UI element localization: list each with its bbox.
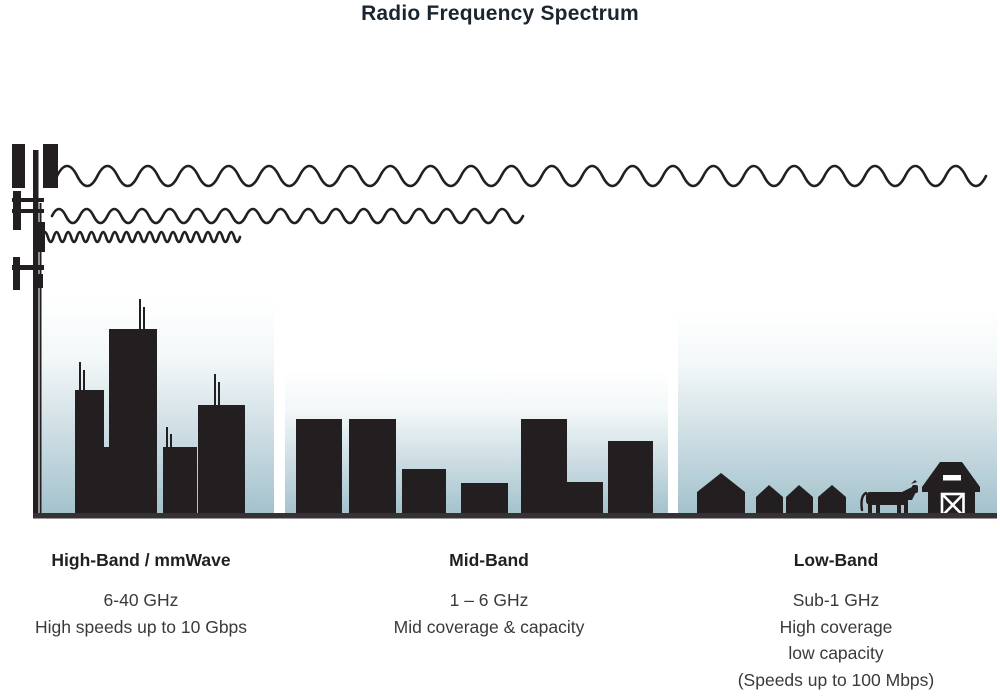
band-detail-line: High speeds up to 10 Gbps bbox=[34, 616, 248, 637]
cell-tower-icon bbox=[12, 144, 58, 518]
band-details: 6-40 GHz High speeds up to 10 Gbps bbox=[10, 587, 272, 640]
diagram-title: Radio Frequency Spectrum bbox=[361, 2, 639, 25]
band-details: 1 – 6 GHz Mid coverage & capacity bbox=[339, 587, 639, 640]
ground-line bbox=[33, 513, 997, 519]
band-detail-line: Mid coverage & capacity bbox=[393, 616, 585, 637]
high-band-short-wave bbox=[40, 230, 242, 244]
band-detail-line: High coverage bbox=[779, 616, 893, 637]
radio-waves bbox=[40, 164, 988, 244]
band-details: Sub-1 GHz High coverage low capacity (Speed… bbox=[686, 587, 986, 693]
band-heading: High-Band / mmWave bbox=[51, 550, 231, 570]
mid-band-label: Mid-Band 1 – 6 GHz Mid coverage & capacit… bbox=[339, 550, 639, 640]
band-detail-line: 1 – 6 GHz bbox=[449, 590, 529, 610]
band-detail-line: (Speeds up to 100 Mbps) bbox=[737, 669, 935, 690]
house-icon bbox=[786, 485, 813, 515]
high-band-label: High-Band / mmWave 6-40 GHz High speeds u… bbox=[10, 550, 272, 640]
mid-band-town-skyline-icon bbox=[296, 419, 653, 515]
barn-icon bbox=[922, 462, 980, 518]
low-band-long-wave bbox=[55, 164, 988, 188]
house-icon bbox=[697, 473, 745, 515]
mid-band-medium-wave bbox=[50, 207, 525, 225]
rooftop-antennas bbox=[79, 299, 220, 449]
house-icon bbox=[818, 485, 846, 515]
high-band-city-skyline-icon bbox=[75, 299, 245, 515]
band-detail-line: Sub-1 GHz bbox=[792, 590, 880, 610]
low-band-label: Low-Band Sub-1 GHz High coverage low capac… bbox=[686, 550, 986, 693]
band-heading: Mid-Band bbox=[449, 550, 529, 570]
band-detail-line: low capacity bbox=[788, 643, 884, 663]
band-detail-line: 6-40 GHz bbox=[103, 590, 179, 610]
cow-icon bbox=[860, 480, 918, 517]
house-icon bbox=[756, 485, 783, 515]
band-heading: Low-Band bbox=[793, 550, 879, 570]
low-band-rural-scene bbox=[697, 462, 980, 518]
